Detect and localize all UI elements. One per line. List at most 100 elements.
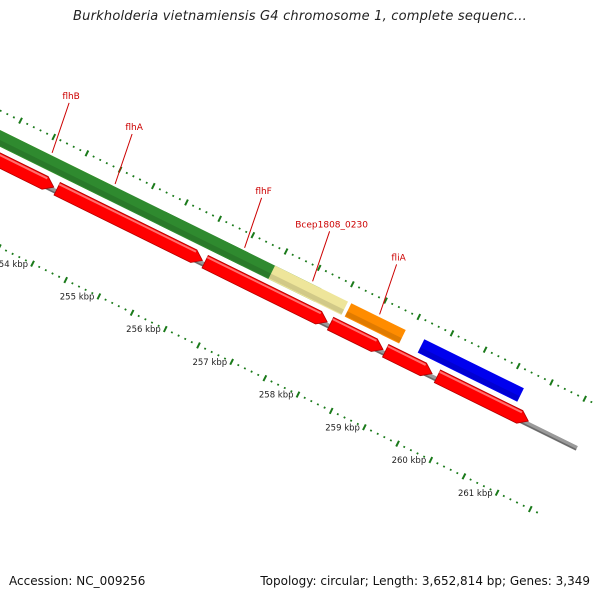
inner-scale-minor-tick: [44, 268, 48, 272]
outer-scale-minor-tick: [543, 377, 547, 381]
inner-scale-minor-tick: [356, 422, 360, 426]
outer-scale-minor-tick: [523, 368, 527, 371]
inner-scale-minor-tick: [237, 363, 240, 367]
gene-label: flhF: [255, 187, 272, 197]
outer-scale-minor-tick: [364, 289, 367, 293]
inner-scale-major-tick: [527, 505, 533, 513]
cds-arrow[interactable]: [201, 254, 328, 325]
inner-scale-major-tick: [395, 440, 400, 447]
outer-scale-minor-tick: [145, 181, 148, 185]
inner-scale-minor-tick: [243, 367, 247, 370]
inner-scale-minor-tick: [137, 314, 140, 318]
outer-scale-minor-tick: [0, 109, 2, 112]
scale-label: 259 kbp: [325, 423, 360, 433]
outer-scale-minor-tick: [563, 387, 567, 391]
inner-scale-major-tick: [295, 391, 301, 398]
outer-scale-major-tick: [316, 264, 322, 272]
outer-scale-minor-tick: [225, 220, 228, 224]
cds-arrow[interactable]: [381, 343, 433, 377]
cds-arrow[interactable]: [433, 369, 529, 424]
inner-scale-minor-tick: [18, 255, 21, 259]
cds-arrow-highlight: [387, 345, 427, 366]
cds-arrow-highlight: [0, 153, 48, 180]
cds-arrow[interactable]: [326, 316, 384, 352]
inner-scale-major-tick: [461, 473, 467, 480]
outer-scale-minor-tick: [298, 256, 301, 260]
inner-scale-minor-tick: [316, 403, 320, 406]
gene-label-leader: [114, 133, 133, 185]
gene-bar[interactable]: [417, 339, 524, 402]
outer-scale-minor-tick: [470, 341, 474, 345]
inner-scale-minor-tick: [170, 331, 174, 334]
scale-label: 255 kbp: [60, 293, 95, 303]
inner-scale-minor-tick: [283, 386, 286, 390]
outer-scale-minor-tick: [371, 292, 374, 296]
inner-scale-major-tick: [96, 293, 102, 300]
inner-scale-minor-tick: [124, 308, 127, 311]
outer-scale-minor-tick: [264, 240, 268, 243]
inner-scale-major-tick: [362, 423, 367, 431]
inner-scale-major-tick: [494, 489, 500, 497]
inner-scale-major-tick: [229, 358, 234, 366]
gene-label-leader: [244, 197, 263, 248]
outer-scale-minor-tick: [397, 305, 401, 309]
cds-arrow-highlight: [58, 183, 197, 253]
outer-scale-minor-tick: [404, 309, 407, 312]
outer-scale-major-tick: [217, 215, 223, 223]
inner-scale-minor-tick: [436, 462, 439, 465]
gene-label-leader: [312, 231, 331, 282]
scale-label: 261 kbp: [458, 489, 493, 499]
outer-scale-minor-tick: [178, 197, 182, 201]
inner-scale-minor-tick: [416, 452, 419, 455]
outer-scale-major-tick: [283, 248, 289, 255]
inner-scale-minor-tick: [117, 304, 121, 308]
outer-scale-minor-tick: [12, 116, 16, 119]
inner-scale-minor-tick: [389, 439, 393, 442]
inner-scale-minor-tick: [376, 432, 379, 436]
inner-scale-minor-tick: [183, 337, 187, 341]
inner-scale-minor-tick: [449, 468, 452, 472]
inner-scale-minor-tick: [489, 488, 492, 491]
inner-scale-minor-tick: [110, 301, 114, 305]
inner-scale-minor-tick: [177, 334, 180, 337]
cds-arrow[interactable]: [53, 181, 204, 263]
outer-scale-minor-tick: [304, 260, 308, 263]
inner-scale-major-tick: [162, 325, 168, 333]
outer-scale-minor-tick: [45, 132, 49, 135]
outer-scale-major-tick: [51, 133, 57, 141]
inner-scale-major-tick: [129, 309, 135, 317]
outer-scale-minor-tick: [497, 354, 500, 358]
inner-scale-minor-tick: [250, 370, 253, 373]
inner-scale-minor-tick: [276, 383, 280, 386]
cds-arrow-highlight: [332, 318, 377, 342]
scale-label: 260 kbp: [392, 456, 427, 466]
outer-scale-minor-tick: [32, 125, 36, 129]
outer-scale-minor-tick: [490, 351, 494, 355]
inner-scale-minor-tick: [104, 298, 107, 301]
gene-bar[interactable]: [344, 303, 406, 344]
inner-scale-minor-tick: [24, 259, 28, 262]
outer-scale-minor-tick: [138, 178, 142, 181]
inner-scale-major-tick: [328, 407, 334, 415]
inner-scale-minor-tick: [11, 252, 14, 256]
outer-scale-minor-tick: [65, 142, 69, 145]
gene-bar[interactable]: [268, 265, 348, 316]
outer-scale-minor-tick: [424, 318, 427, 322]
outer-scale-minor-tick: [377, 296, 381, 299]
outer-scale-minor-tick: [444, 328, 447, 332]
outer-scale-minor-tick: [98, 158, 102, 162]
outer-scale-minor-tick: [244, 230, 248, 234]
outer-scale-minor-tick: [278, 246, 281, 250]
inner-scale-minor-tick: [323, 406, 326, 409]
outer-scale-minor-tick: [132, 175, 135, 178]
outer-scale-minor-tick: [357, 286, 361, 289]
inner-scale-minor-tick: [383, 435, 386, 439]
inner-scale-minor-tick: [91, 291, 94, 295]
gene-bar-shading: [418, 347, 520, 401]
map-title: Burkholderia vietnamiensis G4 chromosome…: [73, 9, 527, 24]
inner-scale-major-tick: [428, 456, 434, 464]
accession-text: Accession: NC_009256: [9, 574, 146, 588]
inner-scale-minor-tick: [442, 465, 446, 468]
